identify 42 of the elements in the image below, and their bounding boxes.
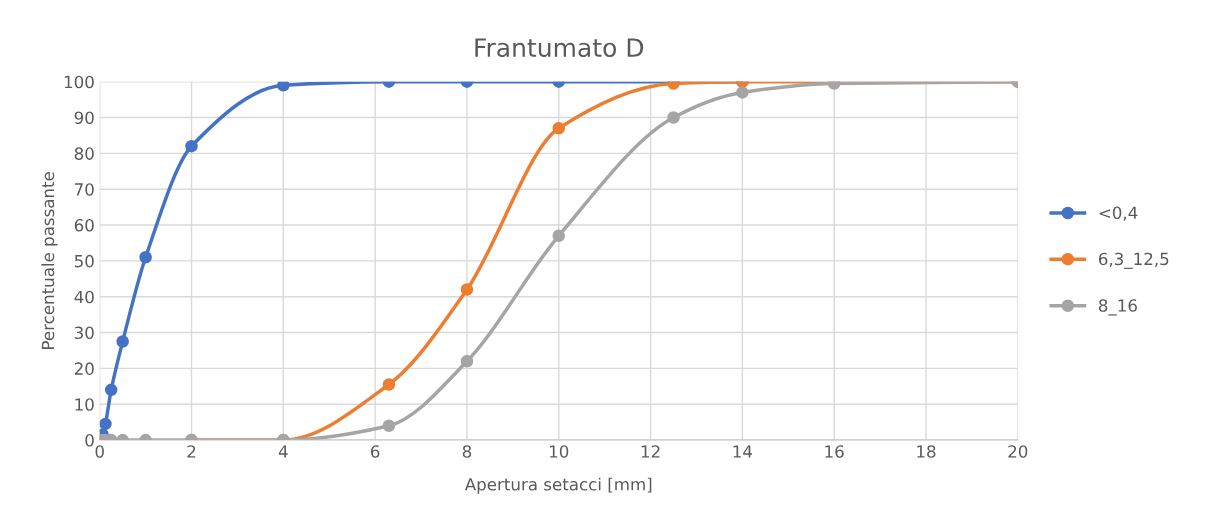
point [99, 417, 112, 431]
point [139, 251, 152, 264]
point [116, 335, 129, 348]
legend-label: <0,4 [1099, 206, 1138, 221]
y-tick-label: 100 [64, 75, 94, 89]
y-tick-label: 70 [75, 183, 94, 196]
x-tick-label: 10 [549, 445, 569, 458]
x-tick-label: 18 [917, 445, 936, 458]
point [382, 419, 396, 432]
point [382, 378, 396, 391]
y-tick-label: 0 [85, 434, 94, 447]
point [104, 383, 118, 397]
point [552, 122, 566, 135]
point [552, 229, 566, 243]
point [460, 283, 474, 296]
x-tick-label: 20 [1008, 445, 1028, 458]
x-tick-label: 6 [371, 445, 380, 458]
y-tick-label: 90 [74, 111, 94, 125]
y-tick-label: 10 [75, 398, 94, 411]
x-tick-label: 0 [95, 445, 104, 458]
chart-title: Frantumato D [475, 38, 644, 58]
y-tick-label: 30 [74, 326, 94, 340]
y-tick-label: 40 [74, 290, 94, 304]
point [667, 111, 680, 124]
y-tick-label: 50 [74, 254, 94, 268]
y-axis-title: Percentuale passante [41, 172, 58, 349]
x-tick-label: 4 [278, 445, 288, 458]
y-tick-label: 80 [74, 147, 94, 160]
point [185, 139, 198, 153]
x-tick-label: 14 [733, 445, 753, 458]
y-tick-label: 20 [74, 362, 94, 375]
x-tick-label: 16 [825, 445, 844, 458]
x-tick-label: 2 [187, 445, 196, 458]
legend-label: 6,3_12,5 [1098, 252, 1169, 269]
legend-label: 8_16 [1098, 299, 1137, 316]
point [277, 81, 290, 92]
x-axis-title: Apertura setacci [mm] [464, 477, 652, 494]
y-tick-label: 60 [74, 218, 94, 232]
x-tick-label: 12 [641, 445, 660, 458]
x-tick-label: 8 [462, 445, 472, 458]
point [736, 86, 749, 99]
point [460, 354, 474, 368]
